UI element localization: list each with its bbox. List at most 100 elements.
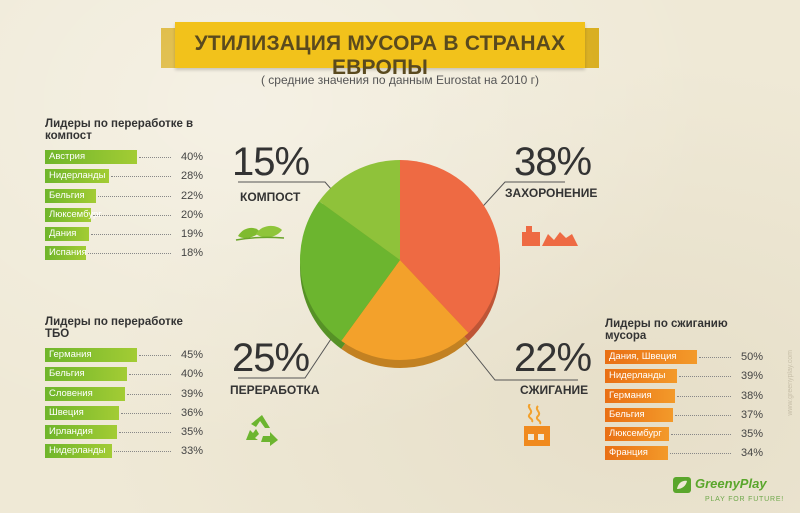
list-item: Бельгия 22% [45,188,210,208]
leader-line [679,376,731,378]
bar: Люксембург [605,427,669,442]
list-item: Австрия 40% [45,150,210,169]
list-item: Дания 19% [45,227,210,246]
landfill-icon [522,226,578,246]
bar: Бельгия [45,367,127,382]
leader-line [111,176,171,178]
value-label: 39% [740,370,763,383]
leader-line [119,432,171,434]
panel-title: Лидеры по переработке ТБО [45,316,183,340]
value-label: 33% [180,445,203,458]
list-item: Германия 45% [45,348,210,367]
page-title: УТИЛИЗАЦИЯ МУСОРА В СТРАНАХ ЕВРОПЫ [194,32,566,79]
leader-line [127,393,171,395]
list-item: Люксембург 20% [45,207,210,227]
value-label: 37% [740,408,763,421]
leader-line [88,253,171,255]
factory-icon [524,404,550,446]
leader-line [670,453,731,455]
list-item: Швеция 36% [45,405,210,425]
leader-line [98,195,171,197]
bar: Нидерланды [45,169,109,184]
leader-line [91,234,171,236]
leader-line [121,412,171,414]
panel-title: Лидеры по переработке в компост [45,118,194,142]
brand-name: GreenyPlay [695,476,767,491]
incineration-leaders-list: Дания, Швеция 50% Нидерланды 39% Германия 38%… [605,350,763,466]
bar: Люксембург [45,207,102,222]
list-item: Люксембург 35% [605,427,763,446]
list-item: Франция 34% [605,446,763,465]
bar: Бельгия [45,188,96,203]
leader-line [671,434,731,436]
brand-tagline: PLAY FOR FUTURE! [705,496,785,503]
incineration-leaders-panel: Лидеры по сжиганию мусора Дания, Швеция 5… [605,318,763,466]
leader-line [677,395,731,397]
bar: Нидерланды [605,369,677,384]
leader-line [139,157,171,158]
leader-line [139,355,171,356]
bar: Испания [45,246,87,261]
value-label: 45% [180,349,203,361]
leader-line [675,414,731,416]
list-item: Словения 39% [45,386,210,406]
bar: Германия [45,348,137,362]
connector-incineration [454,329,578,381]
leader-line [129,374,171,376]
value-label: 19% [180,228,203,241]
connector-landfill [474,181,565,216]
bar: Нидерланды [45,444,112,459]
value-label: 50% [740,351,763,363]
value-label: 18% [180,247,203,260]
list-item: Дания, Швеция 50% [605,350,763,369]
compost-leaders-list: Австрия 40% Нидерланды 28% Бельгия 22% Люксемб… [45,150,210,266]
value-label: 38% [740,389,763,402]
leaf-icon [235,225,285,241]
panel-title: Лидеры по сжиганию мусора [605,318,728,342]
brand-leaf-icon [673,477,691,493]
bar: Германия [605,388,675,403]
recycling-leaders-list: Германия 45% Бельгия 40% Словения 39% Швеция 36… [45,348,210,464]
incineration-label: СЖИГАНИЕ [520,383,589,397]
list-item: Нидерланды 39% [605,369,763,388]
value-label: 35% [740,428,763,441]
value-label: 35% [180,426,203,439]
list-item: Ирландия 35% [45,425,210,444]
bar: Швеция [45,405,119,420]
leader-line [699,357,731,358]
leader-line [114,451,171,453]
value-label: 40% [180,151,203,163]
pie-slice-2 [299,201,400,341]
list-item: Бельгия 40% [45,367,210,386]
bar: Дания [45,227,89,242]
value-label: 34% [740,447,763,460]
compost-label: КОМПОСТ [240,190,301,204]
value-label: 40% [180,368,203,381]
bar: Дания, Швеция [605,350,697,364]
compost-percent: 15% [232,140,310,184]
landfill-percent: 38% [514,140,592,184]
bar: Австрия [45,150,137,164]
compost-leaders-panel: Лидеры по переработке в компост Австрия 4… [45,118,210,266]
recycling-label: ПЕРЕРАБОТКА [230,383,320,397]
list-item: Германия 38% [605,388,763,408]
pie-slice-0 [400,160,500,333]
recycle-icon [246,415,278,446]
value-label: 22% [180,189,203,202]
brand-website: www.greenyplay.com [787,350,794,416]
landfill-label: ЗАХОРОНЕНИЕ [505,186,598,200]
list-item: Нидерланды 28% [45,169,210,188]
pie-slice-1 [341,260,469,360]
bar: Франция [605,446,668,461]
pie-slice-3 [319,160,400,260]
value-label: 20% [180,208,203,221]
bar: Бельгия [605,407,673,422]
list-item: Бельгия 37% [605,407,763,427]
incineration-percent: 22% [514,336,592,380]
list-item: Испания 18% [45,246,210,265]
value-label: 36% [180,406,203,419]
list-item: Нидерланды 33% [45,444,210,463]
recycling-leaders-panel: Лидеры по переработке ТБО Германия 45% Бел… [45,316,210,464]
leader-line [93,214,171,216]
